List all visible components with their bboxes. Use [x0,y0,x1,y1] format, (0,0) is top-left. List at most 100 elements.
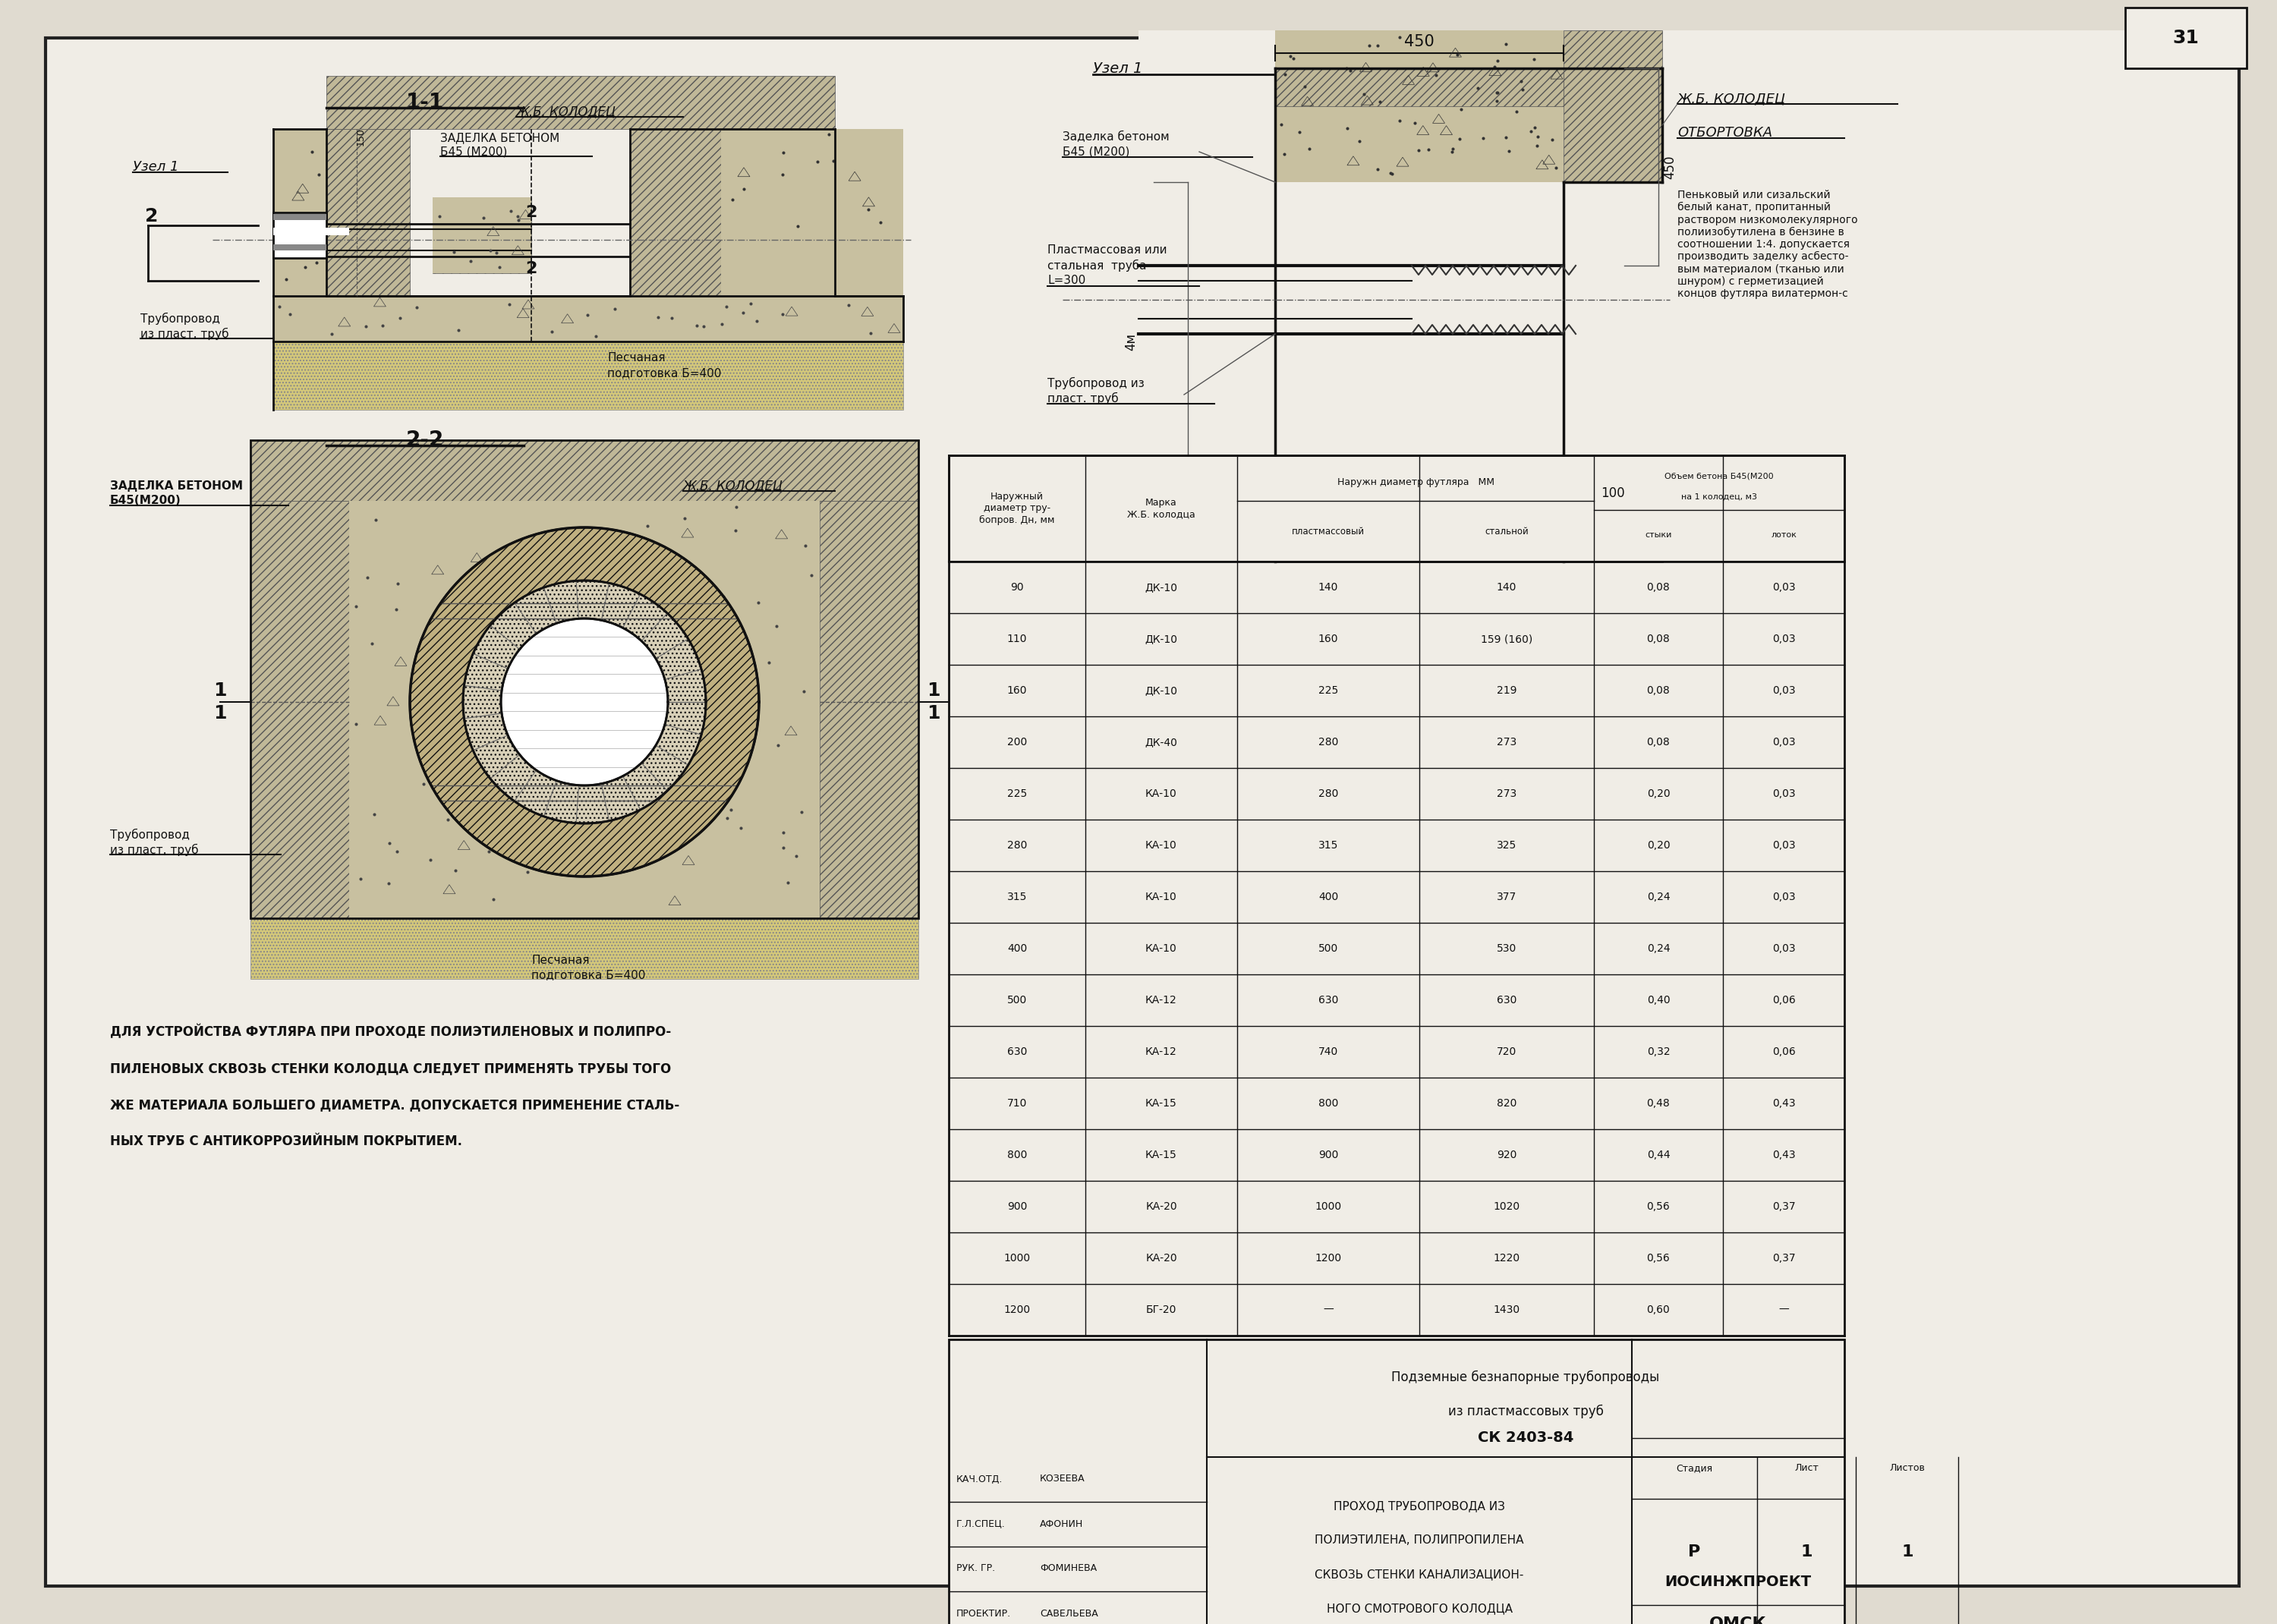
Bar [250,918,918,979]
Point [401,706,437,732]
Circle shape [410,528,758,877]
Text: КОЗЕЕВА: КОЗЕЕВА [1041,1475,1086,1484]
Point [1555,529,1592,555]
Point [1357,529,1394,555]
Text: Ж.Б. КОЛОДЕЦ: Ж.Б. КОЛОДЕЦ [517,104,617,119]
Point [348,313,385,339]
Text: СКВОЗЬ СТЕНКИ КАНАЛИЗАЦИОН-: СКВОЗЬ СТЕНКИ КАНАЛИЗАЦИОН- [1314,1569,1523,1580]
Ellipse shape [1398,526,1414,536]
Text: 0,24: 0,24 [1646,944,1669,953]
Bar [1564,500,1662,562]
Text: 280: 280 [1318,789,1339,799]
Point [1619,510,1655,536]
Text: ЗАДЕЛКА БЕТОНОМ: ЗАДЕЛКА БЕТОНОМ [439,133,560,145]
Point [314,322,351,348]
Bar [175,122,904,409]
Point [1503,68,1539,94]
Point [708,806,745,831]
Text: 225: 225 [1006,789,1027,799]
Point [1598,495,1635,521]
Text: 1000: 1000 [1004,1252,1031,1263]
Text: 315: 315 [1006,892,1027,903]
Ellipse shape [1419,526,1437,536]
Point [704,312,740,338]
Text: 2: 2 [526,205,537,221]
Point [831,292,868,318]
Point [1373,161,1409,187]
Text: 200: 200 [1006,737,1027,747]
Bar [326,128,410,296]
Point [1332,58,1368,84]
Ellipse shape [1334,526,1350,536]
Point [269,232,305,258]
Text: 273: 273 [1496,737,1516,747]
Text: ПРОХОД ТРУБОПРОВОДА ИЗ: ПРОХОД ТРУБОПРОВОДА ИЗ [1334,1501,1505,1512]
Bar [273,244,326,250]
Text: 280: 280 [1006,840,1027,851]
Text: ПИЛЕНОВЫХ СКВОЗЬ СТЕНКИ КОЛОДЦА СЛЕДУЕТ ПРИМЕНЯТЬ ТРУБЫ ТОГО: ПИЛЕНОВЫХ СКВОЗЬ СТЕНКИ КОЛОДЦА СЛЕДУЕТ … [109,1062,672,1075]
Point [465,205,501,231]
Text: стальная  труба: стальная труба [1047,260,1145,271]
Text: 159 (160): 159 (160) [1480,633,1532,645]
Point [783,799,820,825]
Text: Песчаная: Песчаная [608,352,665,364]
Text: 0,06: 0,06 [1772,996,1794,1005]
Point [262,294,298,320]
Text: 150: 150 [355,128,364,146]
Point [480,565,517,591]
Text: КА-10: КА-10 [1145,944,1177,953]
Ellipse shape [1378,526,1394,536]
Text: АФОНИН: АФОНИН [1041,1518,1084,1528]
Point [713,796,749,822]
Point [553,612,590,638]
Text: подготовка Б=400: подготовка Б=400 [531,970,644,981]
Point [378,838,414,864]
Text: 100: 100 [1601,487,1626,500]
Text: Стадия: Стадия [1676,1463,1712,1473]
Bar [250,500,348,918]
Text: 0,03: 0,03 [1772,944,1794,953]
Point [1327,528,1364,554]
Point [852,320,888,346]
Bar [250,857,918,918]
Point [1535,127,1571,153]
Bar [950,1340,1844,1624]
Text: Объем бетона Б45(М200: Объем бетона Б45(М200 [1664,473,1774,481]
Point [1505,76,1542,102]
Text: 0,20: 0,20 [1646,840,1669,851]
Text: Песчаная: Песчаная [531,955,590,966]
Point [1330,115,1366,141]
Point [1441,512,1478,538]
Point [1382,107,1419,133]
Point [770,870,806,896]
Text: Наружн диаметр футляра   ММ: Наружн диаметр футляра ММ [1337,477,1494,487]
Point [1425,544,1462,570]
Point [1487,31,1523,57]
Point [471,838,508,864]
Point [590,648,626,674]
Text: НОГО СМОТРОВОГО КОЛОДЦА: НОГО СМОТРОВОГО КОЛОДЦА [1325,1603,1512,1614]
Text: КА-15: КА-15 [1145,1098,1177,1109]
Point [715,187,751,213]
Point [765,835,802,861]
Point [1414,525,1450,551]
Text: Б45 (М200): Б45 (М200) [1063,146,1129,158]
Point [679,312,715,338]
Point [792,562,829,588]
Point [1576,541,1612,567]
Point [738,309,774,335]
Point [761,732,797,758]
Text: 377: 377 [1496,892,1516,903]
Point [1298,500,1334,526]
Bar [2124,8,2247,68]
Text: 273: 273 [1496,789,1516,799]
Point [1491,138,1528,164]
Point [1266,62,1302,88]
Point [1475,54,1512,80]
Text: ДК-10: ДК-10 [1145,685,1177,697]
Point [1446,508,1482,534]
Point [1516,114,1553,140]
Point [578,690,615,716]
Text: Пластмассовая или: Пластмассовая или [1047,245,1166,257]
Point [590,531,626,557]
